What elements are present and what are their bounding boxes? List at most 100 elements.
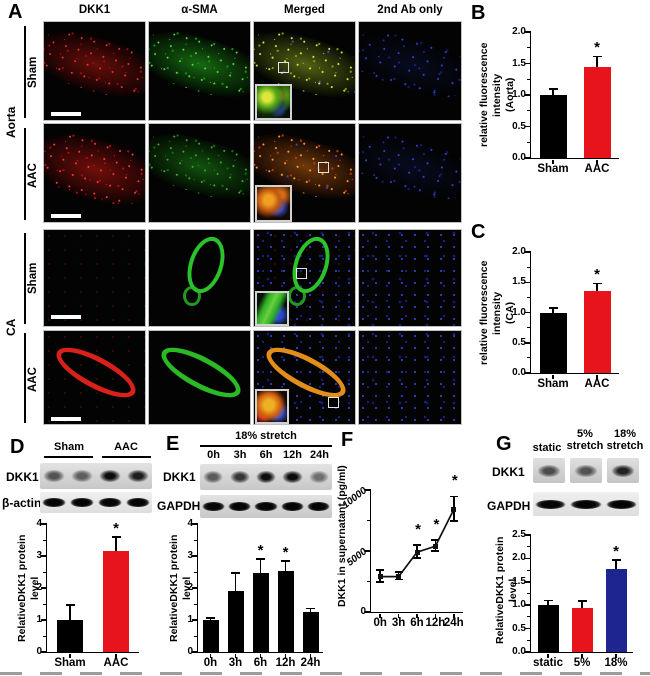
- y-minor-tick: [194, 571, 198, 573]
- y-minor-tick: [194, 635, 198, 637]
- protein-band: [570, 499, 602, 509]
- error-cap: [281, 560, 290, 562]
- error-cap-bottom: [431, 550, 440, 552]
- blot-lane: [306, 495, 332, 518]
- zoom-inset: [255, 84, 292, 120]
- y-minor-tick: [527, 593, 531, 594]
- micro-ca-sham-merged: [253, 229, 356, 327]
- category-label-6h: 6h: [253, 657, 268, 669]
- group-label-ca: CA: [4, 318, 18, 337]
- x-tick: [596, 375, 598, 379]
- fluorescence-band: [359, 124, 461, 210]
- zoom-marker-box: [296, 268, 307, 279]
- protein-band: [125, 498, 151, 507]
- blot-lane: [607, 458, 639, 483]
- scale-bar: [51, 417, 81, 421]
- error-cap: [548, 307, 558, 309]
- error-bar: [115, 537, 117, 552]
- y-minor-tick: [194, 539, 198, 541]
- bar-3h: [227, 590, 244, 652]
- blot-row-label-gapdh: GAPDH: [487, 499, 531, 513]
- lane-label-3h: 3h: [233, 449, 247, 461]
- blot-lane: [533, 458, 565, 483]
- blot-lane: [200, 464, 226, 490]
- error-cap-top: [394, 571, 403, 573]
- blot-lane: [96, 463, 124, 489]
- y-minor-tick: [527, 78, 531, 80]
- y-tick: [525, 94, 531, 96]
- bar-6h: [252, 572, 269, 652]
- bar-Sham: [539, 312, 567, 373]
- y-tick: [365, 489, 371, 491]
- significance-asterisk: *: [594, 39, 600, 57]
- data-point-0h: [377, 574, 383, 580]
- y-minor-tick: [527, 296, 531, 298]
- panel-label-b: B: [471, 2, 486, 24]
- lane-header-5pct: 5% stretch: [566, 428, 604, 452]
- x-tick: [115, 654, 117, 658]
- micro-aorta-sham-2ndab: [358, 21, 462, 121]
- micro-ca-sham-dkk1: [43, 229, 146, 327]
- y-minor-tick: [527, 266, 531, 268]
- blot-header-sham: Sham: [54, 441, 84, 453]
- zoom-marker-box: [278, 62, 289, 73]
- y-tick: [525, 342, 531, 344]
- protein-band: [41, 498, 67, 507]
- y-tick: [525, 281, 531, 283]
- y-tick-label: 3: [36, 550, 42, 561]
- y-tick: [525, 534, 531, 536]
- zoom-inset: [255, 291, 289, 326]
- y-minor-tick: [43, 571, 47, 573]
- protein-band: [97, 498, 123, 507]
- y-tick: [365, 611, 371, 613]
- y-tick: [525, 311, 531, 314]
- y-tick: [192, 619, 198, 621]
- category-label-AAC: AAC: [584, 163, 610, 175]
- error-cap: [543, 599, 553, 601]
- nuclei-field: [359, 230, 461, 326]
- y-tick-label: 0.5: [512, 622, 526, 634]
- y-tick-label: 3: [187, 550, 193, 561]
- y-minor-tick: [527, 110, 531, 112]
- error-bar: [547, 601, 549, 606]
- western-blot-gapdh: [200, 495, 332, 518]
- protein-band: [254, 502, 278, 511]
- blot-lane: [68, 492, 96, 513]
- category-label-static: static: [532, 657, 564, 669]
- zoom-inset: [255, 185, 292, 222]
- blot-lane: [68, 463, 96, 489]
- category-label-18%: 18%: [604, 657, 628, 669]
- protein-band: [228, 471, 251, 483]
- protein-band: [609, 464, 637, 477]
- y-tick: [525, 125, 531, 128]
- protein-band: [254, 471, 278, 483]
- error-cap: [611, 559, 621, 561]
- category-label-AAC: AAC: [103, 657, 129, 669]
- protein-band: [572, 464, 600, 477]
- x-tick: [209, 654, 212, 658]
- row-label-aorta-aac: AAC: [27, 163, 39, 189]
- column-header-asma: α-SMA: [181, 4, 218, 16]
- western-blot-gapdh: [533, 492, 639, 516]
- panel-label-e: E: [166, 433, 180, 455]
- x-tick: [309, 654, 312, 658]
- lane-label-6h: 6h: [259, 449, 273, 461]
- blot-lane: [40, 492, 68, 513]
- bar-AAC: [583, 66, 611, 158]
- blot-row-label-dkk1: DKK1: [163, 470, 196, 484]
- x-tick: [453, 614, 455, 618]
- bar-12h: [277, 571, 294, 652]
- error-bar: [259, 559, 262, 573]
- micro-aorta-sham-asma: [148, 21, 251, 121]
- western-blot-bactin: [40, 492, 152, 513]
- x-tick: [69, 654, 71, 658]
- y-tick: [365, 550, 371, 552]
- bracket-aorta-aac: [24, 128, 26, 220]
- y-tick-label: 0.0: [512, 152, 526, 163]
- lane-label-0h: 0h: [207, 449, 220, 461]
- header-underline: [200, 445, 332, 447]
- error-bar: [552, 308, 554, 313]
- category-label-AAC: AAC: [584, 378, 610, 390]
- y-tick: [525, 62, 531, 65]
- micro-ca-aac-2ndab: [358, 330, 462, 425]
